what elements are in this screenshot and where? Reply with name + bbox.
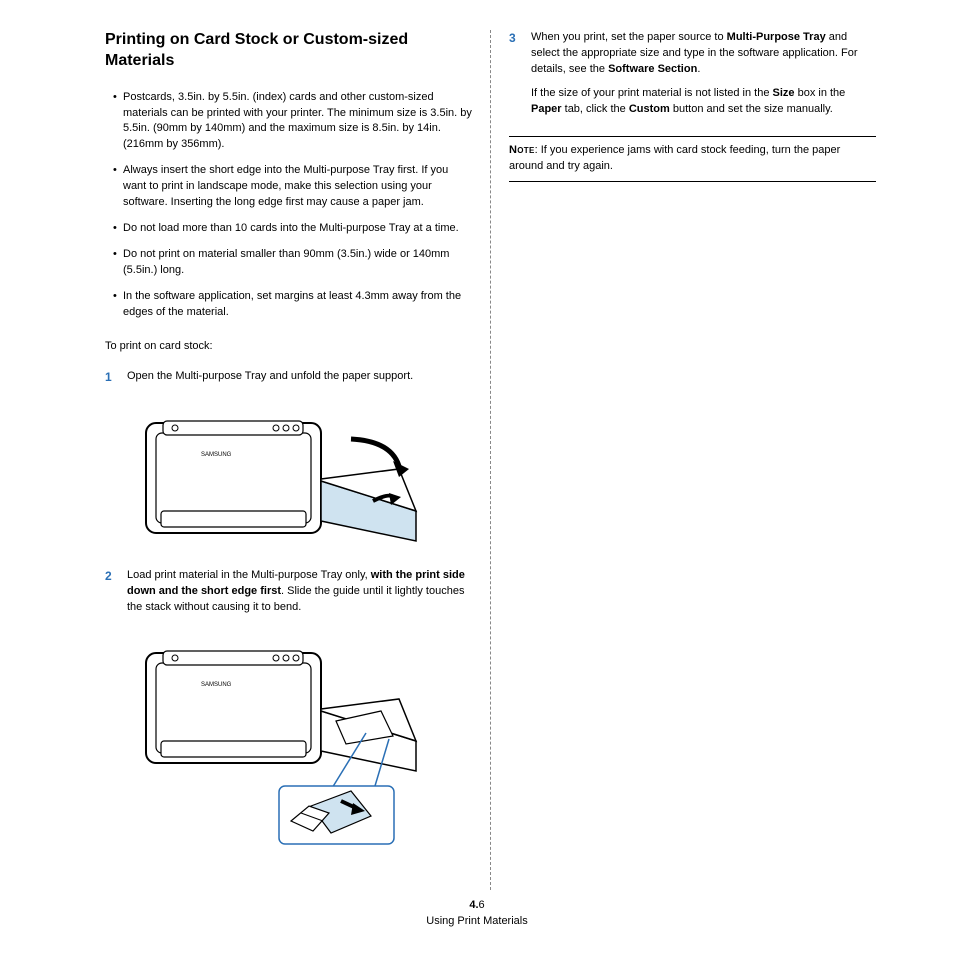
intro-text: To print on card stock: [105, 339, 472, 355]
step-text: Load print material in the Multi-purpose… [127, 568, 472, 616]
step-body: Open the Multi-purpose Tray and unfold t… [127, 369, 472, 393]
note-box: Note: If you experience jams with card s… [509, 136, 876, 182]
printer-illustration-1: SAMSUNG [141, 411, 421, 546]
step-2: 2 Load print material in the Multi-purpo… [105, 568, 472, 624]
column-left: Printing on Card Stock or Custom-sized M… [60, 30, 490, 890]
step-subtext: If the size of your print material is no… [531, 86, 876, 118]
bullet-item: Do not print on material smaller than 90… [113, 247, 472, 279]
bullet-item: Do not load more than 10 cards into the … [113, 221, 472, 237]
step-number: 3 [509, 30, 531, 126]
section-heading: Printing on Card Stock or Custom-sized M… [105, 30, 472, 72]
step-number: 1 [105, 369, 127, 393]
step-body: Load print material in the Multi-purpose… [127, 568, 472, 624]
svg-text:SAMSUNG: SAMSUNG [201, 452, 232, 458]
bullet-list: Postcards, 3.5in. by 5.5in. (index) card… [105, 90, 472, 321]
step-text: Open the Multi-purpose Tray and unfold t… [127, 369, 472, 385]
page: Printing on Card Stock or Custom-sized M… [0, 0, 954, 890]
step-3: 3 When you print, set the paper source t… [509, 30, 876, 126]
note-text: : If you experience jams with card stock… [509, 144, 840, 172]
page-footer: 4.6 Using Print Materials [0, 898, 954, 930]
step-1: 1 Open the Multi-purpose Tray and unfold… [105, 369, 472, 393]
page-number: 4.6 [0, 898, 954, 914]
step-text: When you print, set the paper source to … [531, 30, 876, 78]
column-right: 3 When you print, set the paper source t… [491, 30, 894, 890]
bullet-item: Always insert the short edge into the Mu… [113, 163, 472, 211]
step-body: When you print, set the paper source to … [531, 30, 876, 126]
note-label: Note [509, 144, 535, 156]
footer-title: Using Print Materials [0, 914, 954, 930]
svg-text:SAMSUNG: SAMSUNG [201, 682, 232, 688]
bullet-item: Postcards, 3.5in. by 5.5in. (index) card… [113, 90, 472, 154]
bullet-item: In the software application, set margins… [113, 289, 472, 321]
step-number: 2 [105, 568, 127, 624]
printer-illustration-2: SAMSUNG [141, 641, 421, 851]
